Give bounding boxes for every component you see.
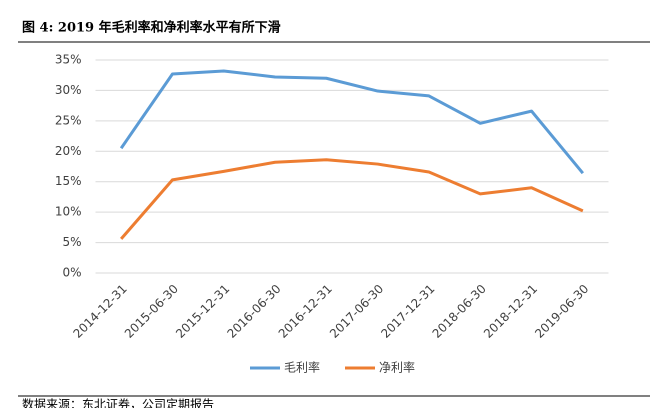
y-tick-label: 35% (55, 53, 82, 67)
chart-title: 图 4: 2019 年毛利率和净利率水平有所下滑 (22, 20, 281, 36)
x-tick-label: 2019-06-30 (532, 282, 591, 341)
x-tick-label: 2017-06-30 (327, 282, 386, 341)
y-tick-label: 20% (55, 144, 82, 158)
x-tick-label: 2016-12-31 (276, 282, 335, 341)
x-tick-label: 2015-12-31 (173, 282, 232, 341)
y-tick-label: 5% (62, 235, 81, 249)
y-tick-label: 25% (55, 113, 82, 127)
legend-label: 毛利率 (284, 360, 320, 375)
series-line (120, 158, 584, 240)
x-tick-label: 2017-12-31 (378, 282, 437, 341)
series-line (119, 69, 585, 175)
source: 数据来源：东北证券，公司定期报告 (22, 397, 214, 408)
y-tick-label: 10% (55, 205, 82, 219)
x-tick-label: 2014-12-31 (71, 282, 130, 341)
x-tick-label: 2016-06-30 (224, 282, 283, 341)
y-tick-label: 15% (55, 174, 82, 188)
x-tick-label: 2015-06-30 (122, 282, 181, 341)
y-tick-label: 30% (55, 83, 82, 97)
x-tick-label: 2018-12-31 (481, 282, 540, 341)
legend-label: 净利率 (379, 360, 415, 375)
y-tick-label: 0% (62, 266, 81, 280)
x-tick-label: 2018-06-30 (430, 282, 489, 341)
